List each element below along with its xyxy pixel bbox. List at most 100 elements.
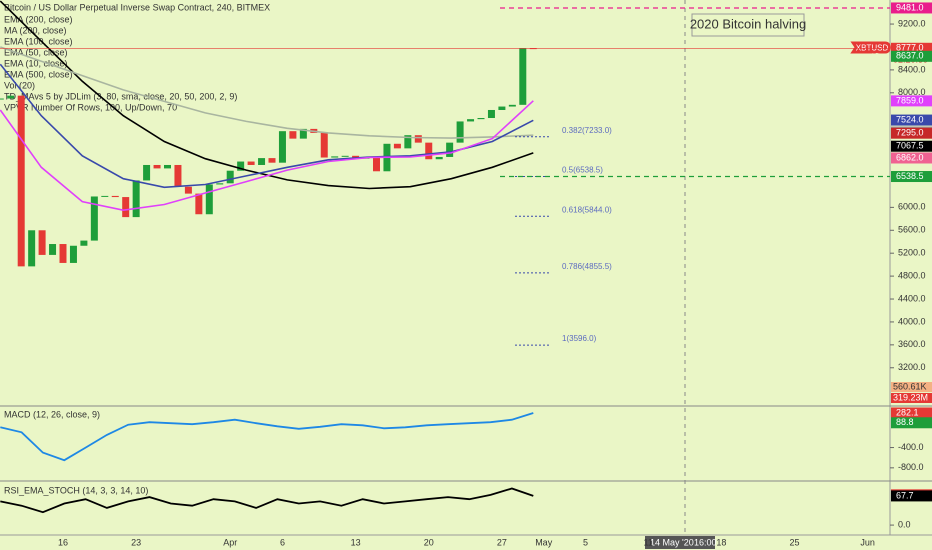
candle [467, 119, 475, 122]
rsi-title: RSI_EMA_STOCH (14, 3, 3, 14, 10) [4, 485, 148, 495]
candle [226, 170, 234, 184]
macd-title: MACD (12, 26, close, 9) [4, 409, 100, 419]
candle [184, 186, 192, 194]
candle [69, 245, 77, 263]
y-tick-label: 9200.0 [898, 18, 926, 28]
fib-label: 0.382(7233.0) [562, 126, 612, 135]
crosshair-date-box [645, 536, 715, 549]
indicator-line [0, 412, 534, 462]
price-label-box [891, 95, 932, 107]
legend-entry: EMA (200, close) [4, 14, 73, 24]
candle [164, 164, 171, 169]
price-label-box [891, 2, 932, 14]
price-label: 8777.0 [896, 43, 924, 53]
candle [59, 244, 67, 263]
candle [195, 193, 203, 215]
indicator-line [0, 63, 534, 189]
candle [101, 195, 109, 197]
y-tick-label: 5600.0 [898, 225, 926, 235]
candle [435, 156, 443, 160]
candle [414, 135, 422, 143]
candle [299, 128, 307, 139]
candle [143, 164, 151, 181]
indicator-line [0, 100, 534, 212]
x-tick-label: Jun [860, 537, 875, 547]
candle [268, 158, 276, 163]
legend-entry: EMA (500, close) [4, 69, 73, 79]
price-label-box [891, 127, 932, 139]
volume-label-box [891, 393, 932, 403]
x-tick-label: 23 [131, 537, 141, 547]
fib-label: 0.5(6538.5) [562, 166, 603, 175]
candle [153, 164, 161, 169]
price-label: 7067.5 [896, 141, 924, 151]
y-tick-label: 4000.0 [898, 316, 926, 326]
symbol: XBTUSD [856, 43, 889, 52]
price-label-box [891, 171, 932, 183]
fib-label: 0.618(5844.0) [562, 205, 612, 214]
annotation-box [691, 13, 805, 37]
volume-label: 560.61K [893, 381, 927, 391]
candle [38, 230, 46, 255]
x-tick-label: 18 [716, 537, 726, 547]
price-label: 88.8 [896, 417, 914, 427]
legend-entry: EMA (50, close) [4, 47, 68, 57]
x-tick-label: May [535, 537, 553, 547]
candle [237, 161, 245, 171]
candle [508, 104, 516, 107]
x-tick-label: 6 [280, 537, 285, 547]
crosshair-date: 14 May '20 [650, 537, 694, 547]
price-label: 67.7 [896, 490, 914, 500]
price-label-box [891, 490, 932, 502]
y-tick-label: 4400.0 [898, 293, 926, 303]
price-label: 282.1 [896, 407, 919, 417]
volume-label-box [891, 382, 932, 392]
candle [7, 95, 15, 99]
x-tick-label: 20 [424, 537, 434, 547]
candle [373, 157, 380, 172]
x-tick-label: Apr [223, 537, 237, 547]
candle [456, 121, 464, 143]
annotation: 2020 Bitcoin halving [690, 16, 806, 31]
candle [174, 164, 182, 187]
x-tick-label: 13 [351, 537, 361, 547]
indicator-line [0, 0, 534, 190]
price-label: 6862.0 [896, 152, 924, 162]
candle [393, 143, 401, 149]
price-label-box [891, 152, 932, 164]
price-label: 9481.0 [896, 2, 924, 12]
price-label: 8637.0 [896, 51, 924, 61]
indicator-line [0, 46, 534, 139]
fib-label: 1(3596.0) [562, 334, 597, 343]
candle [289, 131, 297, 139]
candle [278, 131, 286, 163]
price-label: 7524.0 [896, 114, 924, 124]
legend-entry: TD_MAvs 5 by JDLim (3, 80, sma, close, 2… [4, 91, 237, 101]
candle [477, 118, 485, 120]
candle [17, 95, 25, 267]
y-tick-label: 3200.0 [898, 362, 926, 372]
legend-entry: VPVR Number Of Rows, 100, Up/Down, 70 [4, 102, 177, 112]
y-tick-label: 4800.0 [898, 270, 926, 280]
candle [90, 196, 98, 241]
price-label: 7295.0 [896, 128, 924, 138]
legend-entry: MA (200, close) [4, 25, 67, 35]
legend-entry: Vol (20) [4, 80, 35, 90]
fib-label: 0.786(4855.5) [562, 262, 612, 271]
candle [0, 98, 4, 100]
candle [258, 158, 266, 165]
y-tick-label: 6000.0 [898, 202, 926, 212]
y-tick-label: 0.0 [898, 519, 911, 529]
price-label-box [891, 114, 932, 126]
candle [425, 142, 433, 160]
candle [28, 230, 36, 267]
y-tick-label: 3600.0 [898, 339, 926, 349]
candle [111, 195, 119, 198]
legend-entry: EMA (10, close) [4, 58, 68, 68]
price-label-box [891, 407, 932, 419]
price-label: 7859.0 [896, 95, 924, 105]
y-tick-label: -800.0 [898, 462, 924, 472]
price-label-box [891, 42, 932, 54]
legend-entry: EMA (100, close) [4, 36, 73, 46]
